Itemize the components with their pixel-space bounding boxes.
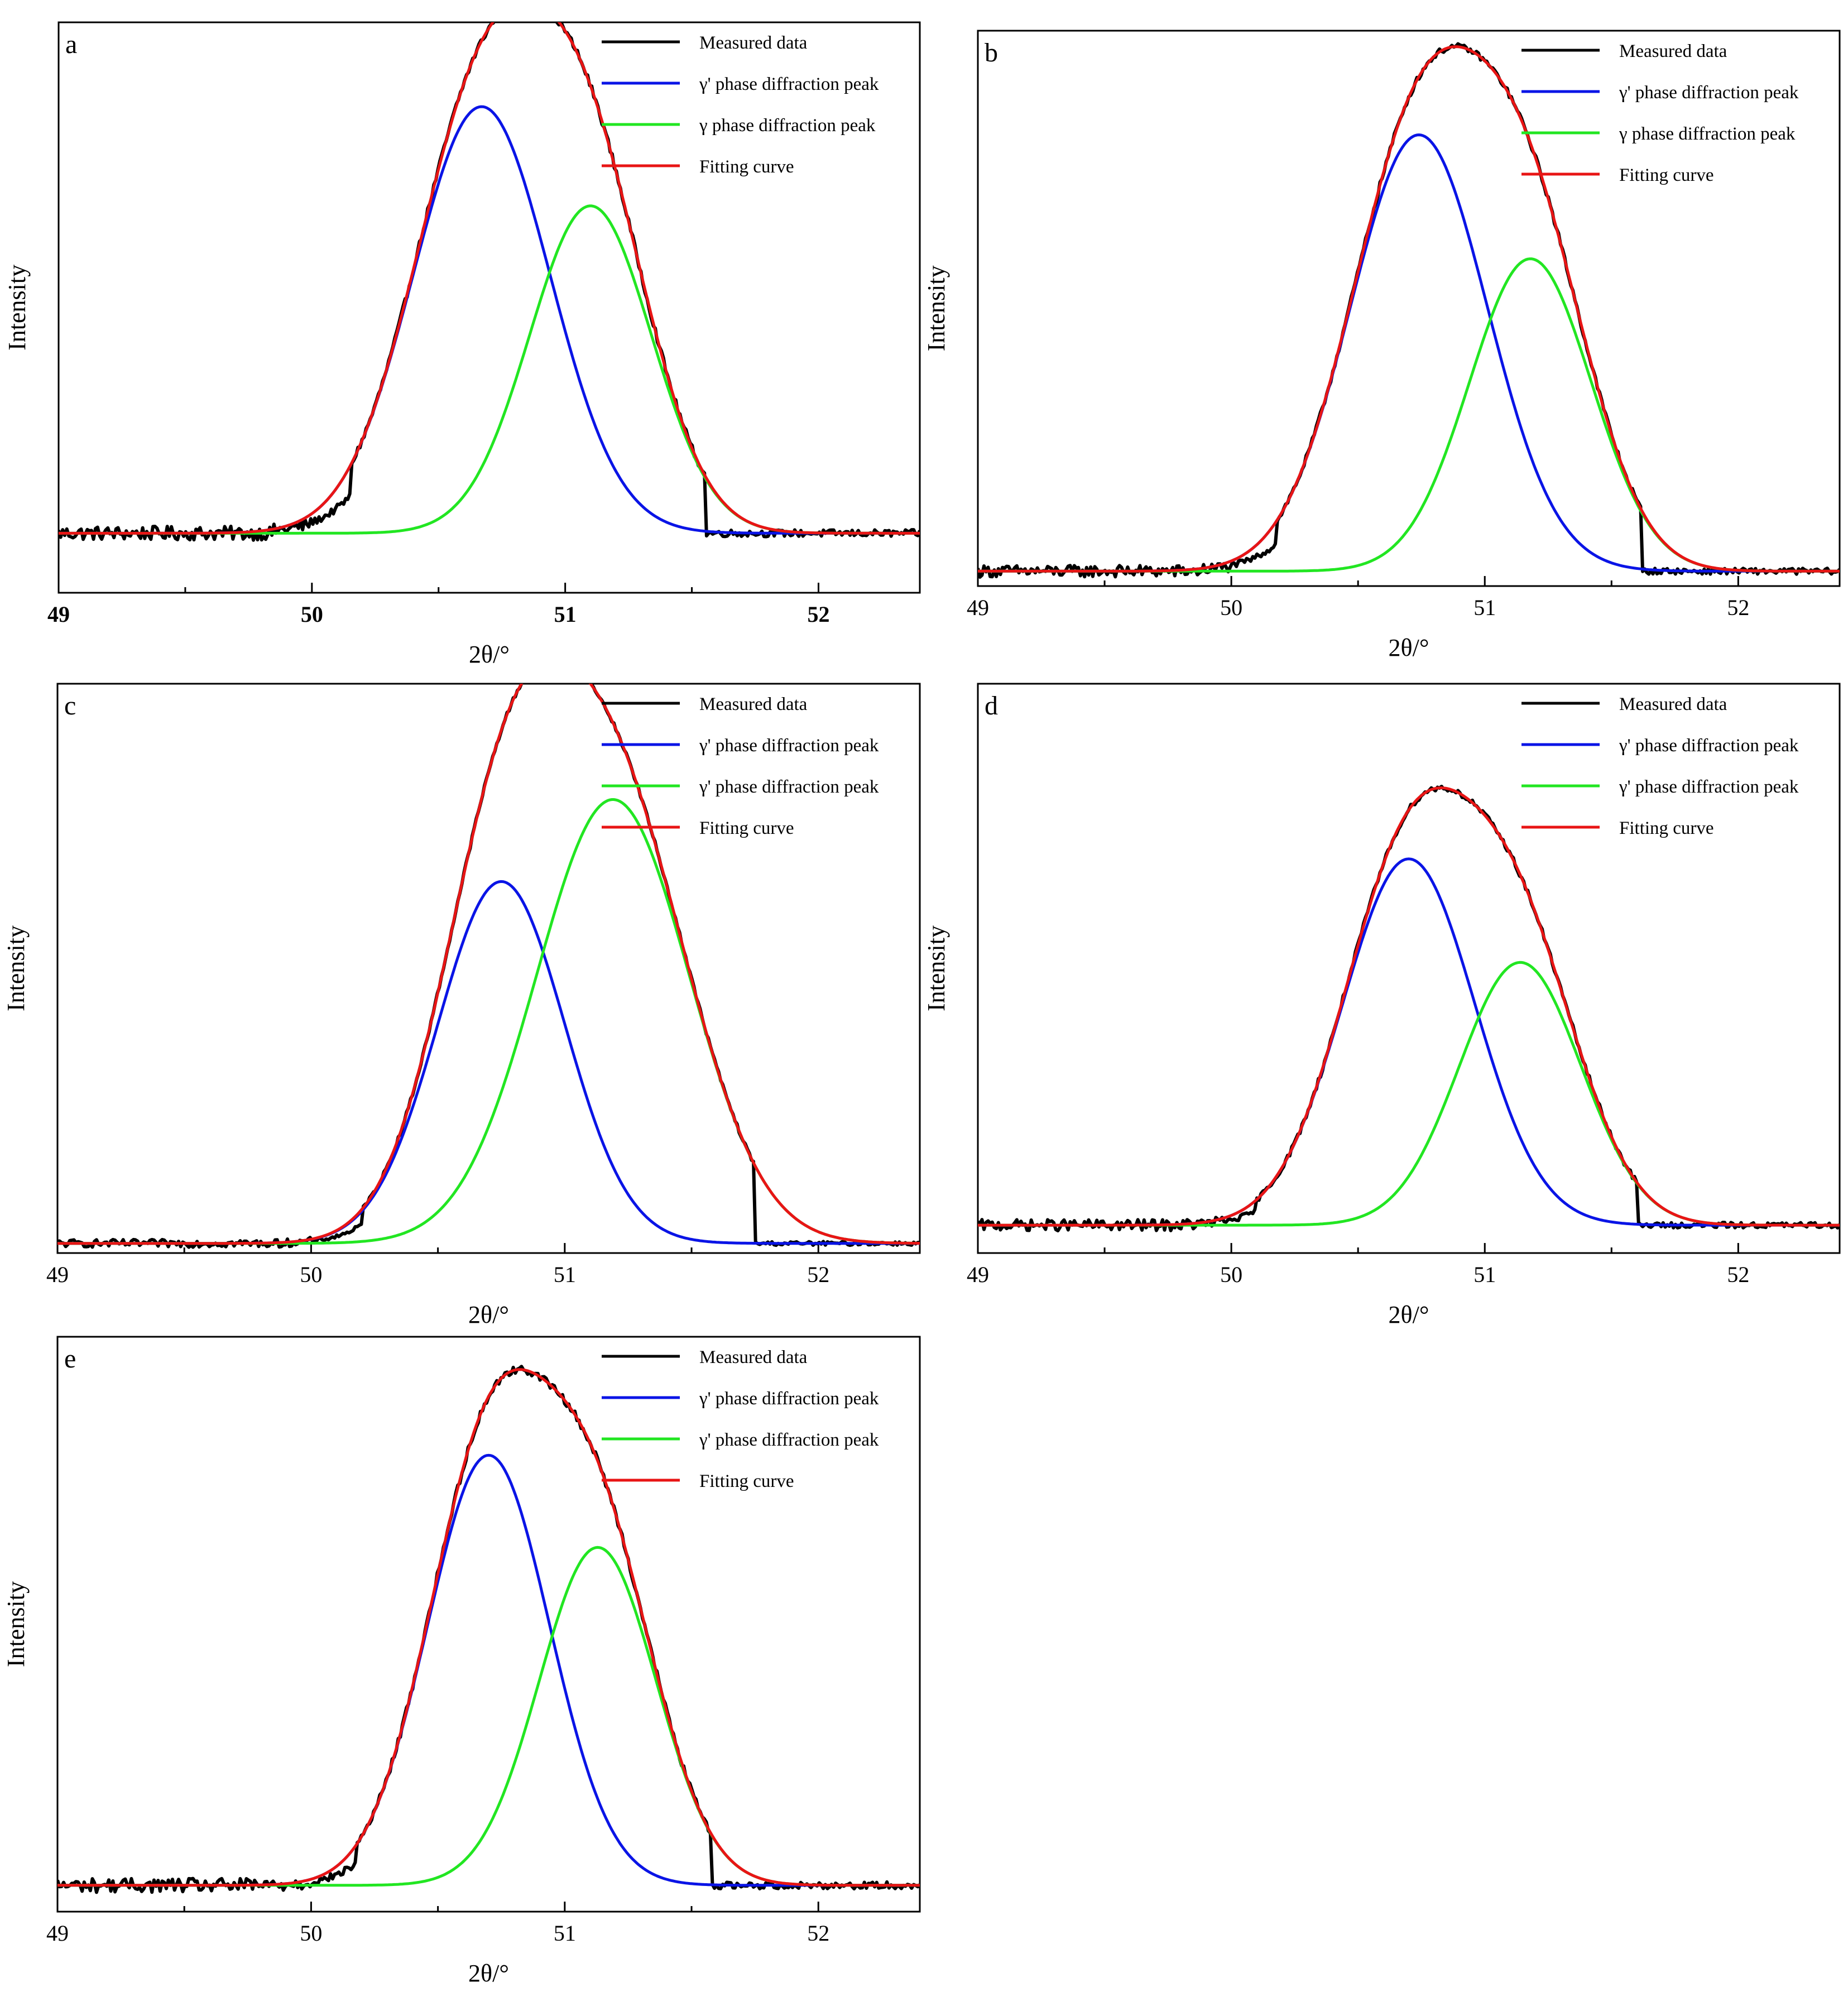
legend-entry: Measured data xyxy=(699,33,808,53)
x-tick-label: 51 xyxy=(1473,1262,1496,1287)
x-tick-label: 52 xyxy=(807,1262,829,1287)
panel-label: a xyxy=(65,30,77,59)
x-tick-label: 49 xyxy=(47,602,70,627)
panel-label: c xyxy=(64,691,76,721)
legend-entry: γ phase diffraction peak xyxy=(1619,124,1796,144)
plot-frame xyxy=(977,683,1841,1254)
x-axis-title: 2θ/° xyxy=(469,641,510,668)
fitting-curve-line xyxy=(978,786,1840,1227)
legend-entry: γ' phase diffraction peak xyxy=(699,1389,879,1409)
legend-entry: Fitting curve xyxy=(699,818,794,838)
plot-frame xyxy=(977,30,1841,587)
legend-entry: Fitting curve xyxy=(1619,818,1714,838)
panel-label: e xyxy=(64,1344,76,1374)
x-tick-label: 51 xyxy=(554,602,577,627)
x-tick-label: 50 xyxy=(301,602,323,627)
x-tick-label: 49 xyxy=(46,1262,69,1287)
x-axis-title: 2θ/° xyxy=(1389,634,1429,661)
legend-entry: Measured data xyxy=(699,1347,808,1367)
legend-entry: Measured data xyxy=(699,694,808,714)
panel-label: d xyxy=(985,691,998,721)
legend-entry: Fitting curve xyxy=(699,1471,794,1491)
y-axis-title: Intensity xyxy=(2,925,30,1011)
chart-panel-b: 49 50 51 52 2θ/° Intensity b Measured data γ' ph… xyxy=(923,30,1841,661)
legend-entry: γ' phase diffraction peak xyxy=(1619,83,1799,103)
plot-frame xyxy=(56,1336,921,1913)
legend-entry: γ' phase diffraction peak xyxy=(699,777,879,797)
panel-label: b xyxy=(985,38,998,68)
chart-panel-c: 49 50 51 52 2θ/° Intensity c Measured data γ' ph… xyxy=(2,683,921,1328)
x-axis-title: 2θ/° xyxy=(468,1301,509,1328)
x-axis-title: 2θ/° xyxy=(1389,1301,1429,1328)
legend-entry: γ' phase diffraction peak xyxy=(699,736,879,756)
legend-entry: γ' phase diffraction peak xyxy=(699,1430,879,1450)
y-axis-title: Intensity xyxy=(923,925,950,1011)
x-tick-label: 52 xyxy=(807,602,829,627)
fitting-curve-line xyxy=(59,22,920,535)
x-tick-label: 49 xyxy=(967,1262,989,1287)
x-tick-label: 50 xyxy=(1220,595,1242,620)
chart-panel-d: 49 50 51 52 2θ/° Intensity d Measured data γ' ph… xyxy=(923,683,1841,1328)
x-tick-label: 50 xyxy=(1220,1262,1242,1287)
legend-entry: γ phase diffraction peak xyxy=(699,116,876,136)
legend-entry: Fitting curve xyxy=(1619,165,1714,185)
legend-entry: Fitting curve xyxy=(699,157,794,177)
fitting-curve-line xyxy=(57,1368,920,1887)
x-tick-label: 51 xyxy=(1473,595,1496,620)
x-tick-label: 50 xyxy=(300,1262,322,1287)
x-tick-label: 51 xyxy=(554,1262,576,1287)
x-tick-label: 51 xyxy=(554,1921,576,1946)
chart-panel-a: 49 50 51 52 2θ/° Intensity a Measured data γ' ph… xyxy=(3,21,921,668)
x-tick-label: 50 xyxy=(300,1921,322,1946)
x-tick-label: 49 xyxy=(46,1921,69,1946)
chart-panel-e: 49 50 51 52 2θ/° Intensity e Measured data γ' ph… xyxy=(2,1336,921,1987)
y-axis-title: Intensity xyxy=(923,266,950,352)
y-axis-title: Intensity xyxy=(3,265,31,351)
legend-entry: Measured data xyxy=(1619,694,1727,714)
fitting-curve-line xyxy=(57,684,920,1245)
plot-frame xyxy=(57,21,921,594)
plot-frame xyxy=(56,683,921,1254)
x-tick-label: 52 xyxy=(1727,595,1749,620)
x-axis-title: 2θ/° xyxy=(468,1960,509,1987)
legend-entry: γ' phase diffraction peak xyxy=(1619,736,1799,756)
legend-entry: γ' phase diffraction peak xyxy=(699,74,879,94)
legend-entry: Measured data xyxy=(1619,41,1727,61)
x-tick-label: 52 xyxy=(807,1921,829,1946)
x-tick-label: 49 xyxy=(967,595,989,620)
fitting-curve-line xyxy=(978,45,1840,573)
legend-entry: γ' phase diffraction peak xyxy=(1619,777,1799,797)
y-axis-title: Intensity xyxy=(2,1581,30,1667)
x-tick-label: 52 xyxy=(1727,1262,1749,1287)
